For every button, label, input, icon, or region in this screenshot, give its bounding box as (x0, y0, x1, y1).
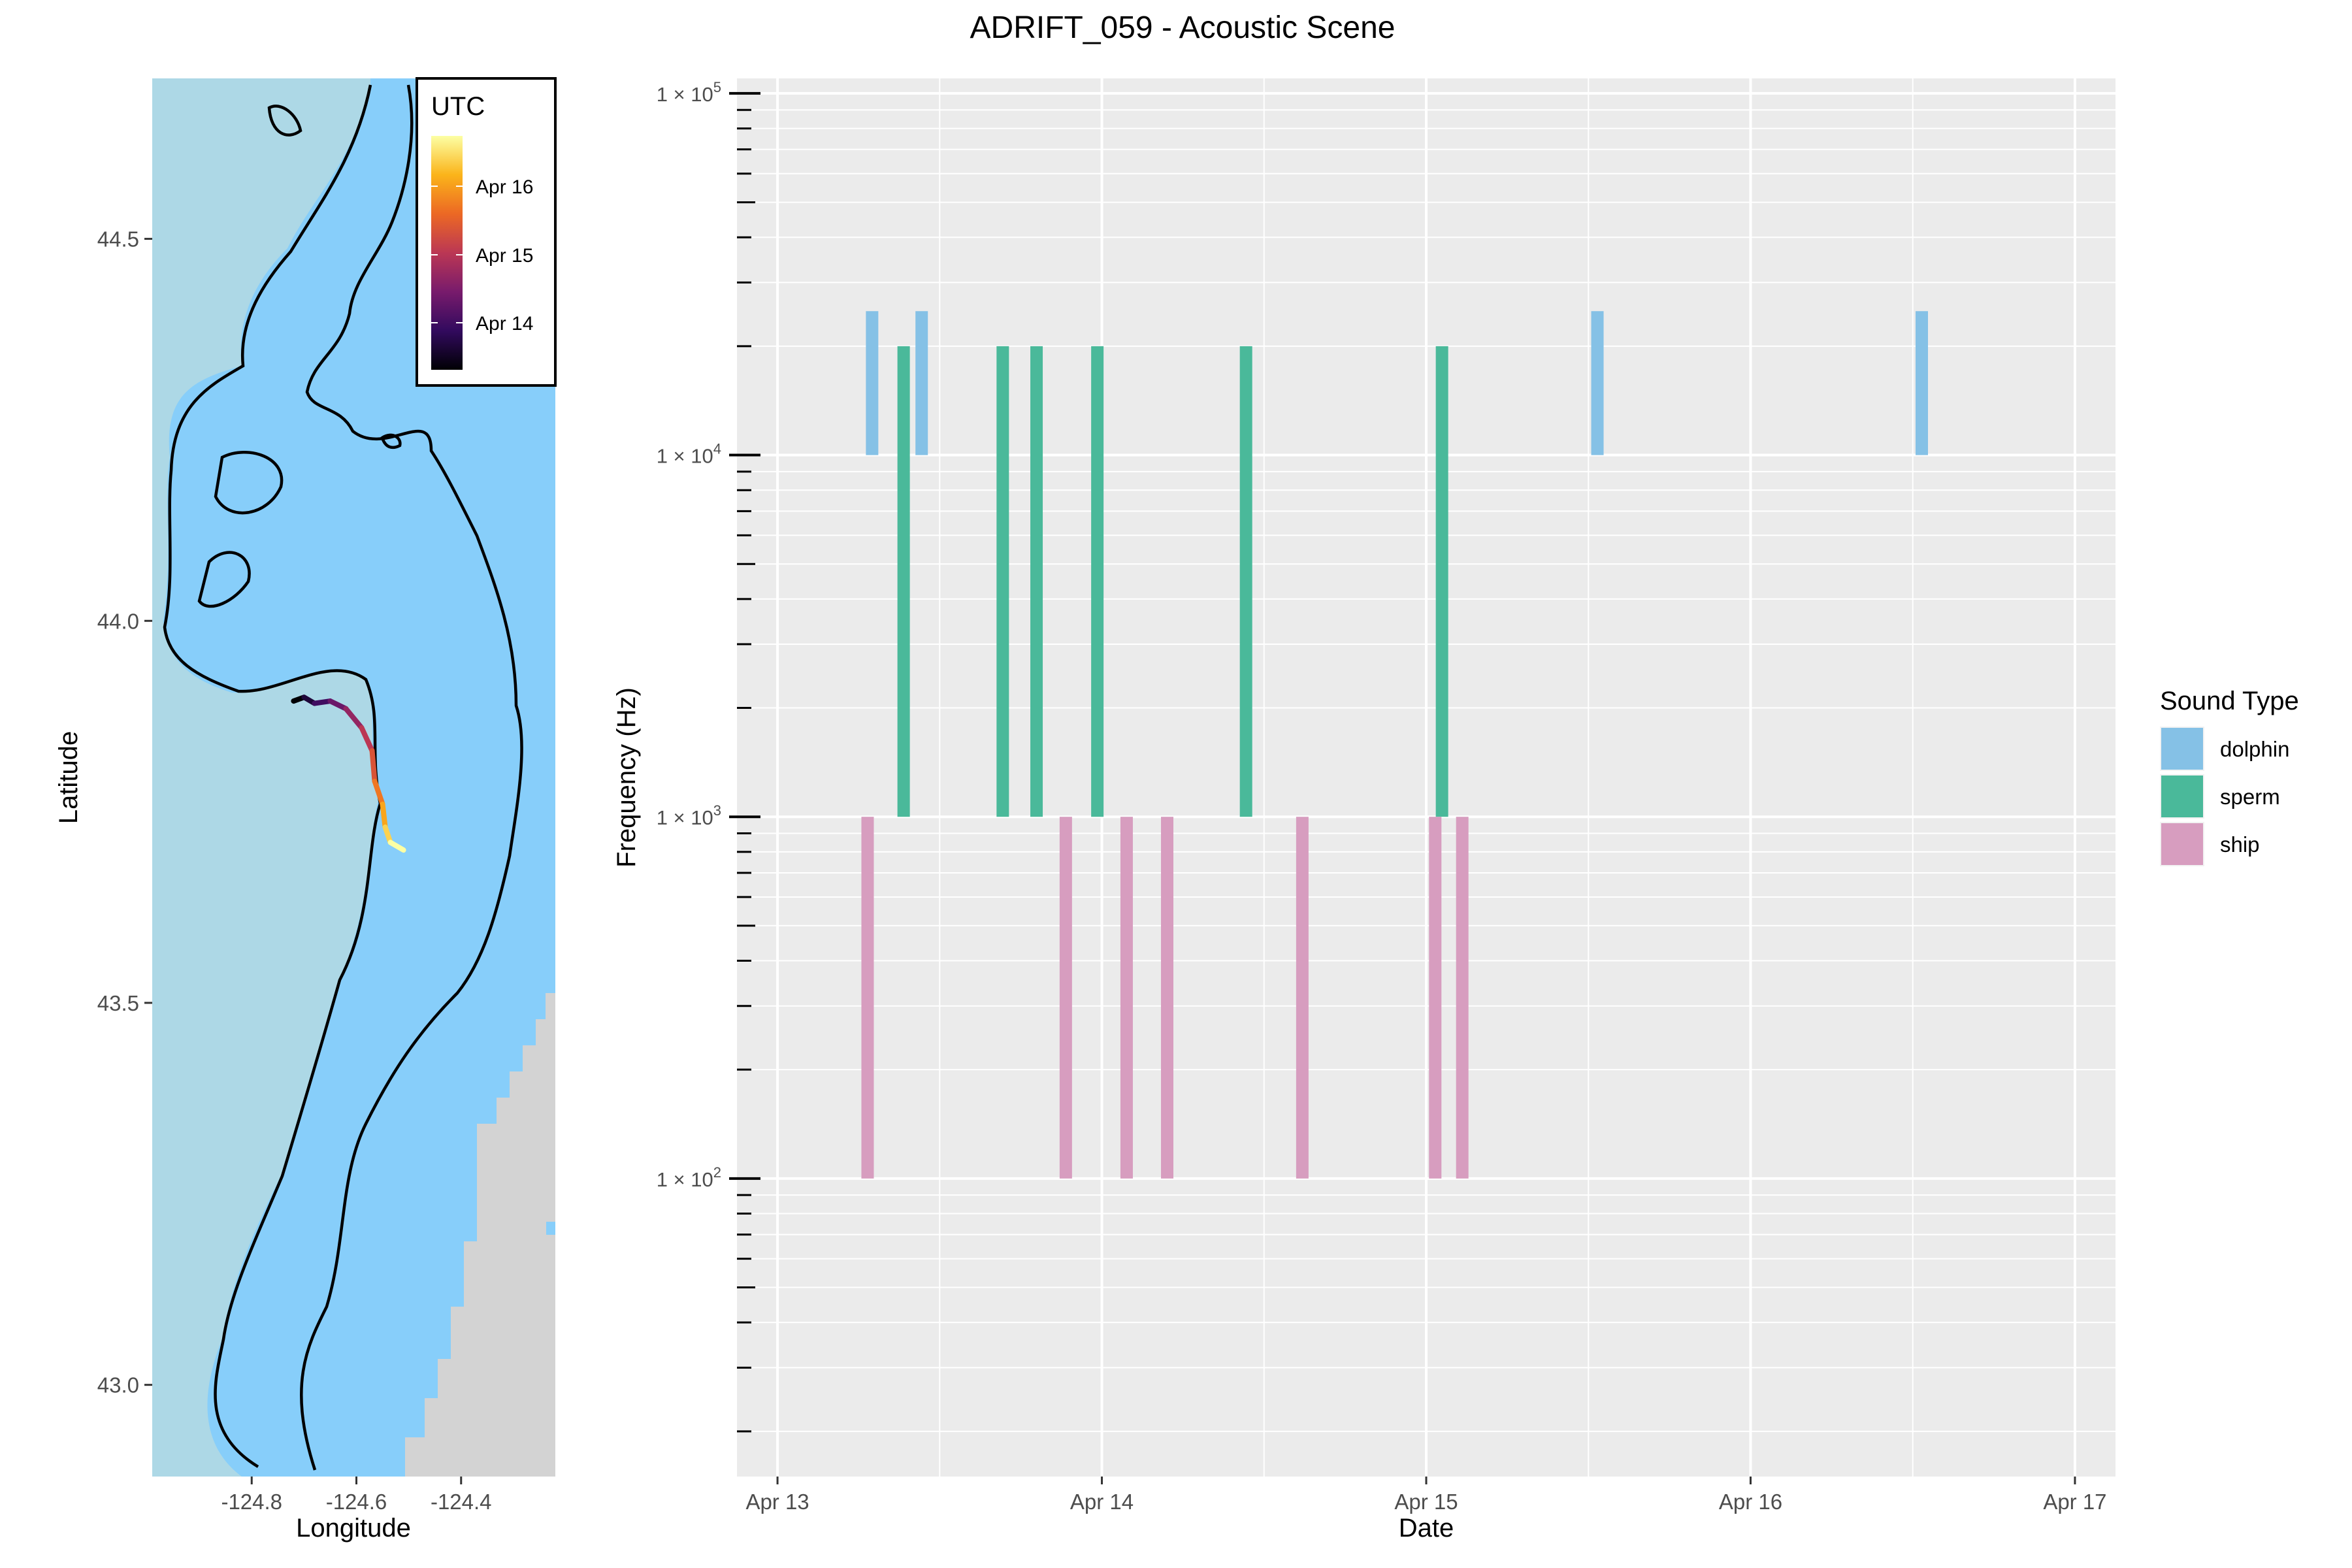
legend-swatch-dolphin (2161, 728, 2203, 770)
sound-bar-dolphin (1591, 311, 1604, 455)
map-y-axis-title: Latitude (54, 731, 83, 824)
sound-bar-sperm (1091, 346, 1104, 817)
map-island-3 (197, 551, 251, 608)
scene-x-tick-label: Apr 16 (1719, 1490, 1782, 1514)
sound-bar-ship (861, 817, 874, 1179)
sound-bar-ship (1059, 817, 1072, 1179)
map-island-2 (214, 451, 284, 515)
sound-type-legend: Sound Type dolphin sperm ship (2160, 687, 2299, 866)
drift-track-segment (387, 840, 406, 853)
sound-bar-sperm (1435, 346, 1448, 817)
map-x-tick-label: -124.4 (431, 1490, 492, 1514)
sound-bar-ship (1296, 817, 1309, 1179)
map-x-axis-title: Longitude (296, 1514, 411, 1543)
drift-track-segment (380, 801, 388, 830)
drift-track-segment (312, 698, 333, 706)
drift-track-segment (359, 725, 375, 754)
legend-label-sperm: sperm (2220, 785, 2280, 809)
scene-x-tick-label: Apr 13 (745, 1490, 809, 1514)
sound-bar-ship (1161, 817, 1174, 1179)
legend-swatch-sperm (2161, 776, 2203, 817)
utc-legend-label: Apr 16 (476, 176, 533, 198)
legend-label-dolphin: dolphin (2220, 737, 2289, 761)
scene-x-tick-label: Apr 17 (2043, 1490, 2106, 1514)
scene-y-tick-label: 1 × 105 (657, 79, 721, 106)
drift-track-segment (382, 825, 393, 845)
scene-x-axis-title: Date (1399, 1514, 1454, 1543)
sound-bar-sperm (1030, 346, 1043, 817)
utc-legend-title: UTC (431, 92, 485, 121)
scene-bars (861, 311, 1928, 1179)
sound-bar-sperm (897, 346, 910, 817)
sound-bar-ship (1120, 817, 1133, 1179)
map-panel: -124.8 -124.6 -124.4 43.0 43.5 44.0 44.5 Longi… (54, 77, 557, 1543)
sound-bar-dolphin (1915, 311, 1928, 455)
map-axes: -124.8 -124.6 -124.4 43.0 43.5 44.0 44.5 (97, 227, 492, 1514)
sound-bar-ship (1456, 817, 1469, 1179)
map-x-tick-label: -124.6 (326, 1490, 387, 1514)
scene-y-axis-title: Frequency (Hz) (612, 687, 641, 868)
scene-x-tick-label: Apr 14 (1070, 1490, 1134, 1514)
map-island-4 (380, 433, 402, 449)
scene-panel: Apr 13 Apr 14 Apr 15 Apr 16 Apr 17 1 × 102 1 ×… (612, 78, 2299, 1543)
sound-type-legend-title: Sound Type (2160, 687, 2299, 715)
sound-bar-dolphin (915, 311, 928, 455)
legend-swatch-ship (2161, 823, 2203, 865)
map-ocean-patch (546, 1222, 555, 1235)
map-contour-outer (300, 84, 523, 1471)
drift-track-segment (327, 698, 349, 711)
map-x-tick-label: -124.8 (221, 1490, 282, 1514)
utc-legend-label: Apr 14 (476, 313, 533, 335)
legend-label-ship: ship (2220, 832, 2260, 857)
scene-y-tick-label: 1 × 104 (657, 441, 721, 468)
utc-legend: UTC Apr 16 Apr 15 Apr 14 (416, 77, 557, 387)
figure-title: ADRIFT_059 - Acoustic Scene (970, 10, 1396, 45)
drift-track-segment (369, 748, 378, 784)
map-y-tick-label: 44.0 (97, 609, 139, 633)
map-island-1 (267, 105, 302, 137)
scene-x-tick-label: Apr 15 (1394, 1490, 1458, 1514)
scene-axes: Apr 13 Apr 14 Apr 15 Apr 16 Apr 17 1 × 102 1 ×… (657, 79, 2107, 1514)
sound-bar-sperm (1239, 346, 1252, 817)
map-y-tick-label: 44.5 (97, 227, 139, 252)
map-ocean-area (163, 78, 555, 1477)
sound-bar-dolphin (866, 311, 879, 455)
utc-colorbar (431, 136, 463, 370)
drift-track-segment (372, 778, 385, 807)
sound-bar-sperm (996, 346, 1009, 817)
scene-y-tick-label: 1 × 102 (657, 1164, 721, 1191)
sound-bar-ship (1429, 817, 1442, 1179)
drift-track-segment (343, 706, 365, 730)
map-y-tick-label: 43.0 (97, 1373, 139, 1397)
map-y-tick-label: 43.5 (97, 991, 139, 1015)
utc-legend-label: Apr 15 (476, 245, 533, 267)
scene-y-tick-label: 1 × 103 (657, 802, 721, 829)
drift-track (291, 694, 406, 853)
map-land-grey (405, 993, 555, 1477)
map-contour-inner (163, 84, 382, 1468)
scene-grid (737, 78, 2115, 1477)
